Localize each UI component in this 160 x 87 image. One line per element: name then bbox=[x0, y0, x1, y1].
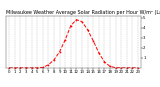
Text: Milwaukee Weather Average Solar Radiation per Hour W/m² (Last 24 Hours): Milwaukee Weather Average Solar Radiatio… bbox=[6, 10, 160, 15]
